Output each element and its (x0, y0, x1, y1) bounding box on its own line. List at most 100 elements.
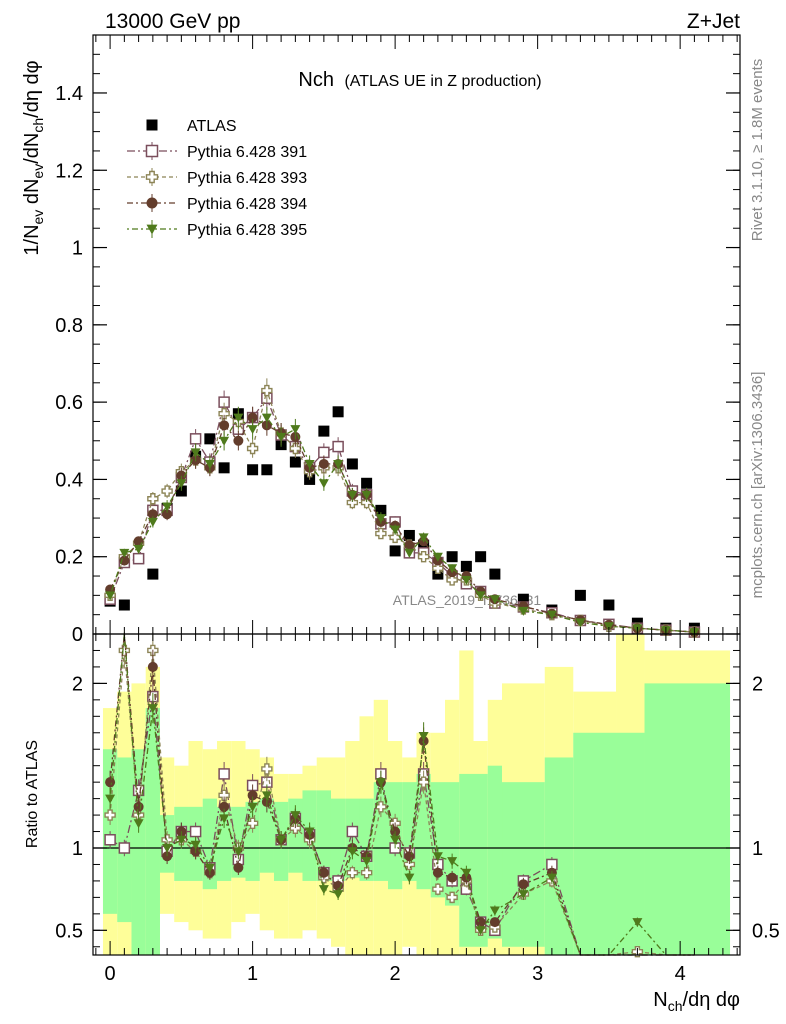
data-point (190, 448, 201, 458)
data-point (318, 479, 329, 489)
x-tick-label: 1 (247, 963, 258, 985)
band-inner-bin (459, 773, 474, 947)
band-inner-bin (573, 732, 617, 955)
data-point (247, 802, 258, 812)
series-line (109, 633, 695, 956)
data-point (176, 470, 187, 481)
process-label: Z+Jet (687, 10, 740, 33)
data-point (432, 552, 443, 562)
data-point (347, 490, 358, 500)
ratio-panel-series (104, 632, 695, 958)
data-point (404, 873, 415, 883)
data-point (190, 840, 201, 850)
band-inner-bin (644, 683, 731, 955)
data-point (175, 485, 187, 497)
data-point (518, 879, 529, 890)
data-point (219, 814, 230, 824)
data-point (432, 568, 444, 580)
data-point (304, 459, 315, 469)
data-point (447, 564, 458, 574)
data-point (446, 574, 458, 586)
data-point (261, 791, 272, 801)
data-point (132, 784, 145, 797)
legend-label: Pythia 6.428 393 (187, 170, 307, 187)
ratio-y-tick-label-right: 1 (752, 838, 763, 860)
main-y-tick-label: 0.2 (55, 547, 83, 569)
data-point (404, 548, 415, 558)
legend-label: Pythia 6.428 391 (187, 144, 307, 161)
data-point (632, 918, 643, 928)
data-point (104, 809, 116, 821)
data-point (390, 835, 401, 845)
data-point (247, 464, 259, 476)
legend-entry: Pythia 6.428 395 (127, 220, 307, 239)
plot-title-sub: (ATLAS UE in Z production) (344, 73, 541, 90)
data-point (290, 811, 301, 821)
data-point (404, 851, 415, 862)
data-point (105, 777, 116, 788)
x-tick-label: 2 (390, 963, 401, 985)
data-point (318, 425, 330, 437)
data-point (147, 509, 158, 520)
band-inner-bin (616, 732, 645, 955)
data-point (176, 835, 187, 845)
band-inner-bin (430, 782, 446, 898)
data-point (318, 885, 329, 895)
data-point (132, 552, 145, 565)
data-point (360, 866, 373, 879)
data-point (432, 852, 443, 862)
data-point (133, 801, 144, 812)
data-point (304, 827, 315, 837)
ratio-y-tick-label-right: 0.5 (752, 920, 780, 942)
data-point (247, 790, 258, 801)
data-point (146, 224, 158, 235)
data-point (189, 825, 202, 838)
data-point (119, 555, 130, 566)
data-point (218, 408, 230, 420)
data-point (375, 504, 387, 516)
data-point (289, 442, 302, 455)
data-point (489, 568, 501, 580)
data-point (218, 462, 230, 474)
legend-label: ATLAS (187, 118, 237, 135)
data-point (489, 595, 500, 605)
data-point (418, 533, 429, 543)
data-point (375, 778, 386, 788)
data-point (289, 456, 301, 468)
data-point (233, 847, 244, 857)
data-point (105, 794, 116, 804)
side-mcplots-label: mcplots.cern.ch [arXiv:1306.3436] (749, 372, 766, 599)
data-point (461, 868, 472, 878)
data-point (146, 119, 158, 131)
x-tick-label: 4 (675, 963, 686, 985)
data-point (219, 801, 230, 812)
data-point (104, 834, 116, 846)
legend-entry: Pythia 6.428 393 (127, 168, 307, 187)
data-point (332, 440, 344, 453)
data-point (146, 197, 158, 209)
data-point (276, 432, 287, 442)
data-point (261, 384, 273, 397)
ratio-y-tick-label: 0.5 (55, 920, 83, 942)
data-point (375, 514, 386, 524)
data-point (233, 413, 244, 423)
data-point (603, 599, 615, 611)
x-axis-label: Nch/dη dφ (653, 989, 740, 1014)
data-point (346, 458, 358, 470)
data-point (446, 551, 458, 563)
data-point (332, 406, 344, 418)
axes-ticks: 0 0.2 0.4 0.6 0.8 1 1.2 1.4 0.5 0.5 1 1 2 2 0 1 2 3 4 (55, 35, 780, 985)
data-point (204, 863, 215, 873)
data-point (518, 606, 529, 616)
band-inner-bin (487, 765, 503, 939)
data-point (162, 844, 173, 853)
data-point (118, 842, 131, 854)
ratio-y-tick-label-right: 2 (752, 673, 763, 695)
data-point (233, 435, 244, 446)
data-point (574, 589, 586, 601)
data-point (389, 531, 401, 544)
data-point (261, 464, 273, 476)
data-point (233, 862, 244, 873)
data-point (290, 425, 301, 435)
data-point (546, 873, 557, 883)
